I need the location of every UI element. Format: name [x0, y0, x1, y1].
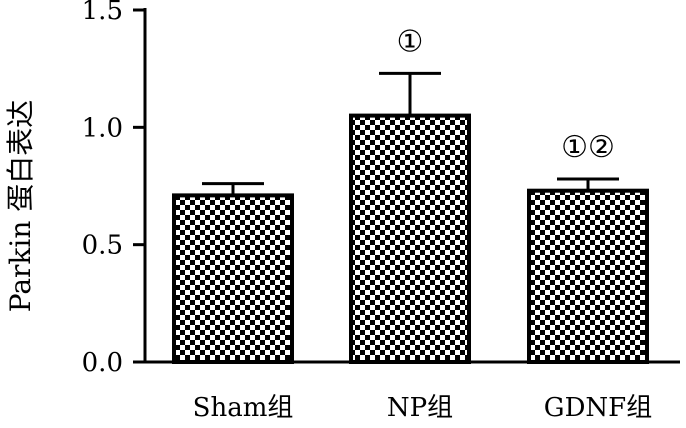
bar: [349, 113, 471, 364]
y-tick-label: 0.0: [82, 348, 123, 378]
y-tick-label: 1.0: [82, 113, 123, 143]
x-category-label: Sham组: [193, 393, 294, 423]
bar: [527, 188, 649, 364]
bar: [172, 193, 294, 364]
x-category-label: NP组: [387, 393, 453, 423]
significance-annotation: ①②: [561, 130, 615, 165]
y-axis-label: Parkin 蛋白表达: [4, 100, 37, 313]
y-tick-label: 1.5: [82, 0, 123, 26]
x-category-label: GDNF组: [544, 393, 652, 423]
y-tick-label: 0.5: [82, 231, 123, 261]
significance-annotation: ①: [397, 24, 424, 59]
